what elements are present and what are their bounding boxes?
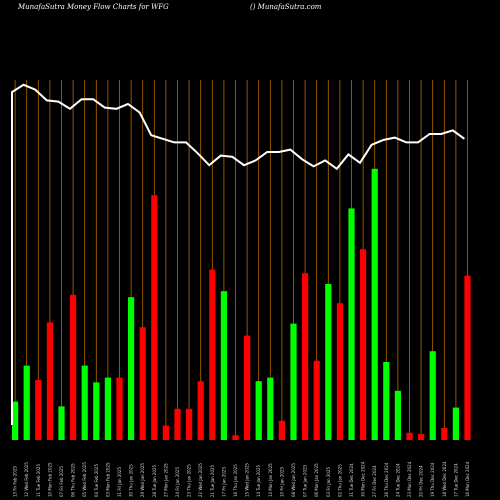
bar-outflow <box>278 420 285 440</box>
bar-outflow <box>35 380 42 440</box>
x-tick-label: 16 Thu Jan 2025 <box>233 464 238 497</box>
x-tick-label: 14 Tue Jan 2025 <box>256 464 261 497</box>
bar-inflow <box>220 291 227 440</box>
x-tick-label: 21 Tue Jan 2025 <box>210 464 215 497</box>
x-tick-label: 12 Wed Feb 2025 <box>24 462 29 497</box>
bar-inflow <box>255 381 262 440</box>
bar-outflow <box>197 381 204 440</box>
x-tick-label: 27 Mon Jan 2025 <box>163 463 168 497</box>
bar-outflow <box>441 428 448 440</box>
bar-inflow <box>104 377 111 440</box>
x-tick-label: 13 Fri Feb 2025 <box>13 466 18 497</box>
bar-outflow <box>313 360 320 440</box>
bar-inflow <box>429 351 436 440</box>
site-credit: () MunafaSutra.com <box>250 3 322 11</box>
bar-inflow <box>325 284 332 440</box>
bar-outflow <box>209 269 216 440</box>
bar-inflow <box>290 323 297 440</box>
bar-outflow <box>464 275 471 440</box>
x-tick-label: 30 Thu Jan 2025 <box>129 464 134 497</box>
bar-outflow <box>302 273 309 440</box>
chart-title: MunafaSutra Money Flow Charts for WFG <box>18 3 169 11</box>
x-tick-label: 27 Fri Dec 2024 <box>372 465 377 497</box>
x-tick-label: 23 Mon Dec 2024 <box>407 461 412 497</box>
x-tick-label: 03 Mon Feb 2025 <box>105 462 110 497</box>
x-tick-label: 23 Thu Jan 2025 <box>187 464 192 497</box>
x-tick-label: 15 Wed Jan 2025 <box>245 463 250 497</box>
x-tick-label: 17 Fri Jan 2025 <box>221 467 226 497</box>
bar-outflow <box>406 432 413 440</box>
x-tick-label: 10 Mon Feb 2025 <box>47 462 52 497</box>
bar-outflow <box>70 294 77 440</box>
x-tick-label: 29 Wed Jan 2025 <box>140 463 145 497</box>
bar-inflow <box>58 406 65 440</box>
x-tick-label: 07 Fri Feb 2025 <box>59 466 64 497</box>
x-tick-label: 02 Thu Jan 2025 <box>337 464 342 497</box>
bar-outflow <box>418 434 425 440</box>
bar-inflow <box>93 382 100 440</box>
x-tick-label: 06 Thu Feb 2025 <box>71 463 76 497</box>
bar-outflow <box>46 322 53 440</box>
bar-outflow <box>336 303 343 440</box>
bar-inflow <box>452 407 459 440</box>
x-tick-label: 20 Fri Dec 2024 <box>419 465 424 497</box>
bar-inflow <box>383 362 390 440</box>
bar-inflow <box>394 390 401 440</box>
bar-outflow <box>360 249 367 440</box>
bar-inflow <box>12 401 19 440</box>
bar-outflow <box>232 435 239 440</box>
money-flow-line <box>11 83 465 425</box>
bar-outflow <box>151 195 158 440</box>
x-tick-label: 30 Mon Dec 2024 <box>361 461 366 497</box>
bar-inflow <box>267 377 274 440</box>
x-tick-label: 28 Tue Jan 2025 <box>152 464 157 497</box>
x-tick-label: 16 Mon Dec 2024 <box>465 461 470 497</box>
x-tick-label: 26 Thu Dec 2024 <box>384 462 389 497</box>
bar-outflow <box>116 377 123 440</box>
bar-inflow <box>81 365 88 440</box>
bar-outflow <box>244 335 251 440</box>
x-tick-label: 24 Tue Dec 2024 <box>395 463 400 497</box>
x-tick-label: 17 Tue Dec 2024 <box>453 463 458 497</box>
x-tick-label: 11 Tue Feb 2025 <box>36 464 41 497</box>
bar-inflow <box>128 297 135 440</box>
x-tick-label: 07 Tue Jan 2025 <box>303 464 308 497</box>
x-tick-label: 24 Fri Jan 2025 <box>175 467 180 497</box>
x-tick-label: 31 Fri Jan 2025 <box>117 467 122 497</box>
x-tick-label: 06 Mon Jan 2025 <box>314 463 319 497</box>
bar-outflow <box>162 425 169 440</box>
bar-outflow <box>174 408 181 440</box>
x-tick-label: 22 Wed Jan 2025 <box>198 463 203 497</box>
x-tick-label: 13 Mon Jan 2025 <box>268 463 273 497</box>
x-tick-label: 19 Thu Dec 2024 <box>430 462 435 497</box>
x-tick-label: 31 Tue Dec 2024 <box>349 463 354 497</box>
x-tick-label: 10 Fri Jan 2025 <box>279 467 284 497</box>
x-tick-label: 04 Tue Feb 2025 <box>94 464 99 497</box>
x-tick-label: 05 Wed Feb 2025 <box>82 462 87 497</box>
bar-outflow <box>186 408 193 440</box>
bar-inflow <box>371 168 378 441</box>
bar-inflow <box>348 208 355 440</box>
x-tick-label: 18 Wed Dec 2024 <box>442 461 447 497</box>
bar-inflow <box>23 365 30 440</box>
x-tick-label: 03 Fri Jan 2025 <box>326 467 331 497</box>
x-tick-label: 08 Wed Jan 2025 <box>291 463 296 497</box>
bar-outflow <box>139 327 146 440</box>
